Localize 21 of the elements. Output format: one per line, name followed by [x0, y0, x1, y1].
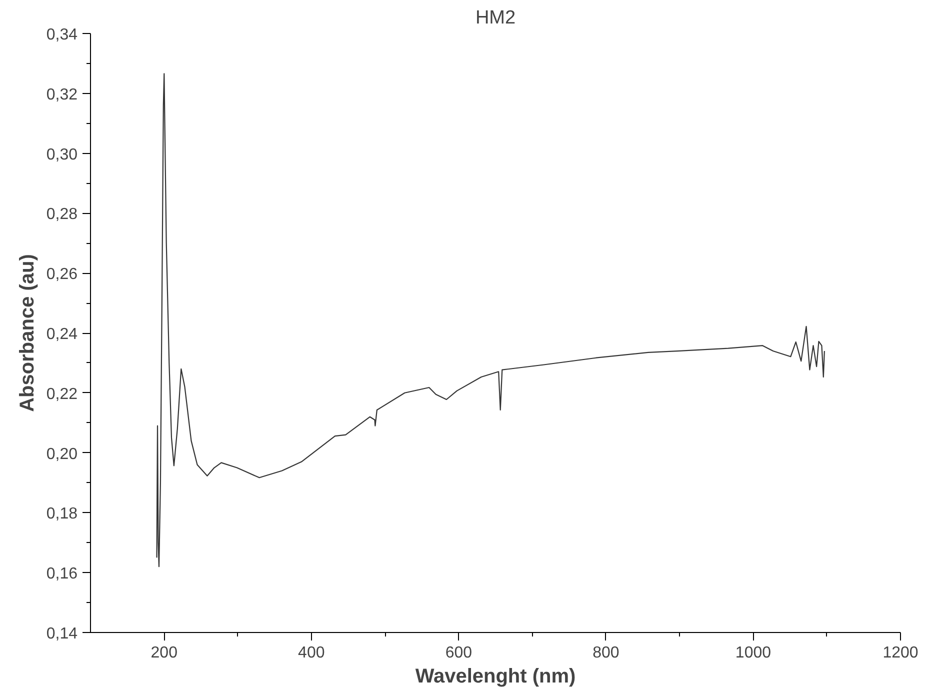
y-tick-label: 0,22: [46, 386, 78, 403]
x-tick-label: 200: [150, 644, 178, 662]
y-tick-label: 0,32: [46, 86, 78, 104]
y-tick-label: 0,24: [46, 326, 78, 343]
y-axis-title: Absorbance (au): [16, 254, 38, 412]
y-tick-label: 0,26: [46, 266, 78, 284]
chart-title: HM2: [475, 8, 516, 28]
y-tick-label: 0,16: [46, 566, 78, 583]
x-tick-label: 800: [592, 644, 620, 662]
x-axis-title: Wavelenght (nm): [415, 666, 576, 688]
x-tick-label: 1000: [735, 644, 772, 662]
y-tick-label: 0,30: [46, 146, 78, 164]
x-tick-label: 1200: [882, 644, 918, 662]
y-tick-label: 0,18: [46, 506, 78, 523]
line-series: [156, 73, 825, 568]
x-tick-label: 600: [445, 644, 472, 662]
y-tick-label: 0,14: [46, 626, 78, 642]
y-tick-label: 0,28: [46, 206, 78, 224]
y-tick-label: 0,34: [46, 26, 78, 44]
y-tick-label: 0,20: [46, 446, 78, 463]
x-tick-label: 400: [298, 644, 325, 662]
